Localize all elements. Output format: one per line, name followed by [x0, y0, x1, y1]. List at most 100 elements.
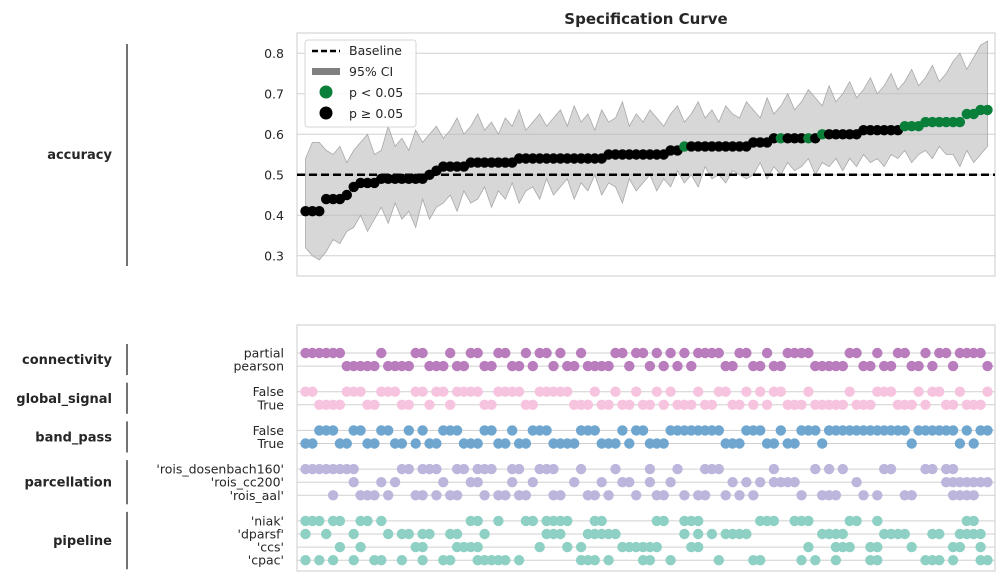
indicator-dot: [906, 490, 917, 501]
significant-point: [982, 104, 993, 116]
indicator-dot: [417, 386, 428, 397]
indicator-dot: [796, 555, 807, 566]
indicator-dot: [775, 360, 786, 372]
indicator-labels: partialpearsonconnectivityFalseTruegloba…: [16, 344, 284, 570]
indicator-dot: [575, 347, 587, 359]
indicator-dot: [327, 425, 339, 436]
indicator-dot: [644, 360, 656, 372]
indicator-dot: [500, 490, 511, 501]
nonsignificant-point: [314, 206, 325, 217]
indicator-dot: [334, 399, 346, 410]
significant-point: [954, 116, 966, 128]
indicator-dot: [817, 438, 828, 449]
indicator-dot: [472, 347, 483, 359]
indicator-dot: [837, 528, 848, 540]
indicator-dot: [376, 477, 387, 488]
indicator-dot: [658, 438, 669, 449]
indicator-dot: [458, 360, 470, 372]
indicator-dot: [934, 555, 945, 566]
indicator-dot: [327, 490, 339, 501]
indicator-dot: [927, 463, 938, 475]
level-label: 'niak': [251, 513, 284, 528]
indicator-dot: [314, 555, 325, 566]
indicator-matrix: [300, 347, 993, 566]
indicator-dot: [596, 477, 607, 488]
indicator-dot: [500, 438, 511, 449]
indicator-dot: [582, 399, 594, 410]
indicator-dot: [644, 463, 656, 475]
indicator-dot: [734, 399, 745, 410]
indicator-dot: [431, 490, 442, 501]
indicator-dot: [899, 347, 910, 359]
indicator-dot: [665, 347, 676, 359]
indicator-dot: [569, 477, 580, 488]
indicator-dot: [376, 515, 387, 527]
indicator-dot: [789, 477, 800, 488]
legend-baseline-label: Baseline: [349, 43, 402, 58]
level-label: 'rois_cc200': [211, 475, 284, 490]
indicator-dot: [307, 386, 318, 397]
indicator-dot: [906, 399, 917, 410]
indicator-dot: [713, 463, 724, 475]
indicator-dot: [321, 528, 332, 540]
indicator-dot: [596, 515, 607, 527]
indicator-dot: [417, 425, 428, 436]
indicator-dot: [947, 425, 959, 436]
indicator-dot: [913, 360, 924, 372]
indicator-dot: [693, 541, 704, 553]
indicator-dot: [975, 541, 986, 553]
indicator-dot: [755, 425, 766, 436]
level-label: pearson: [233, 359, 284, 374]
legend-nonsignificant-label: p ≥ 0.05: [349, 106, 403, 121]
y-tick-label: 0.6: [264, 127, 284, 142]
indicator-dot: [775, 386, 786, 397]
indicator-dot: [872, 541, 883, 553]
indicator-dot: [610, 386, 621, 397]
indicator-dot: [872, 515, 883, 527]
indicator-dot: [486, 360, 497, 372]
indicator-dot: [810, 555, 821, 566]
indicator-dot: [548, 360, 559, 372]
indicator-dot: [417, 490, 428, 501]
indicator-dot: [486, 425, 497, 436]
indicator-dot: [376, 347, 387, 359]
indicator-dot: [686, 399, 697, 410]
indicator-dot: [624, 360, 635, 372]
indicator-dot: [624, 477, 635, 488]
indicator-dot: [734, 438, 745, 449]
indicator-dot: [500, 555, 511, 566]
indicator-dot: [755, 360, 766, 372]
indicator-dot: [479, 528, 490, 540]
legend-box: [304, 39, 417, 128]
indicator-dot: [913, 386, 924, 397]
indicator-dot: [507, 477, 518, 488]
indicator-dot: [748, 490, 759, 501]
indicator-dot: [768, 515, 780, 527]
indicator-dot: [672, 360, 683, 372]
indicator-dot: [968, 515, 979, 527]
indicator-dot: [534, 541, 545, 553]
indicator-dot: [369, 360, 380, 372]
legend-significant-label: p < 0.05: [349, 85, 403, 100]
indicator-dot: [569, 438, 580, 449]
indicator-dot: [968, 490, 979, 501]
indicator-dot: [637, 347, 649, 359]
indicator-dot: [376, 555, 387, 566]
indicator-dot: [803, 386, 814, 397]
level-label: 'rois_aal': [230, 488, 284, 503]
indicator-dot: [334, 347, 346, 359]
level-label: partial: [244, 346, 284, 361]
indicator-dot: [934, 386, 945, 397]
indicator-dot: [589, 555, 600, 566]
indicator-dot: [851, 347, 862, 359]
indicator-dot: [982, 477, 993, 488]
indicator-dot: [727, 360, 738, 372]
group-label: pipeline: [53, 534, 112, 549]
indicator-dot: [527, 360, 538, 372]
indicator-dot: [637, 425, 649, 436]
indicator-dot: [603, 360, 614, 372]
indicator-dot: [445, 399, 456, 410]
ci-band: [305, 40, 988, 261]
indicator-dot: [624, 438, 635, 449]
